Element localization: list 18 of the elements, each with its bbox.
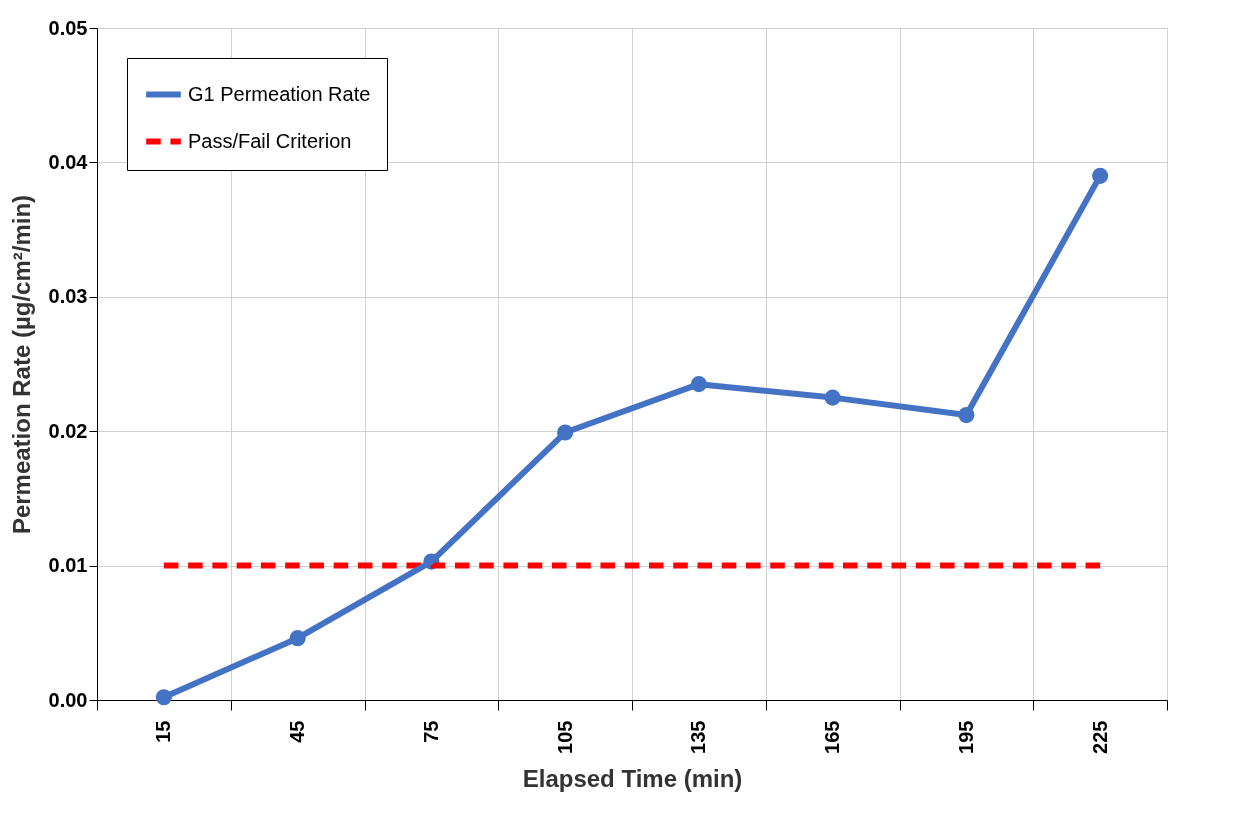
x-tick-label: 15	[152, 720, 175, 743]
x-tick-label: 135	[687, 720, 710, 754]
x-tick-label: 195	[954, 720, 977, 754]
x-axis-title: Elapsed Time (min)	[522, 764, 743, 792]
x-tick-label: 75	[419, 720, 442, 743]
y-tick-label: 0.02	[48, 419, 88, 442]
y-tick-label: 0.00	[48, 688, 88, 711]
legend-label: Pass/Fail Criterion	[188, 129, 352, 152]
x-tick-label: 165	[821, 720, 844, 754]
legend-label: G1 Permeation Rate	[188, 82, 371, 105]
y-tick-label: 0.01	[48, 554, 88, 577]
y-axis-title: Permeation Rate (µg/cm²/min)	[7, 194, 35, 535]
x-tick-label: 45	[286, 720, 309, 743]
y-tick-label: 0.04	[48, 150, 89, 173]
x-tick-label: 225	[1088, 720, 1111, 754]
x-tick-label: 105	[553, 720, 576, 754]
y-tick-label: 0.03	[48, 285, 88, 308]
y-tick-label: 0.05	[48, 16, 88, 39]
